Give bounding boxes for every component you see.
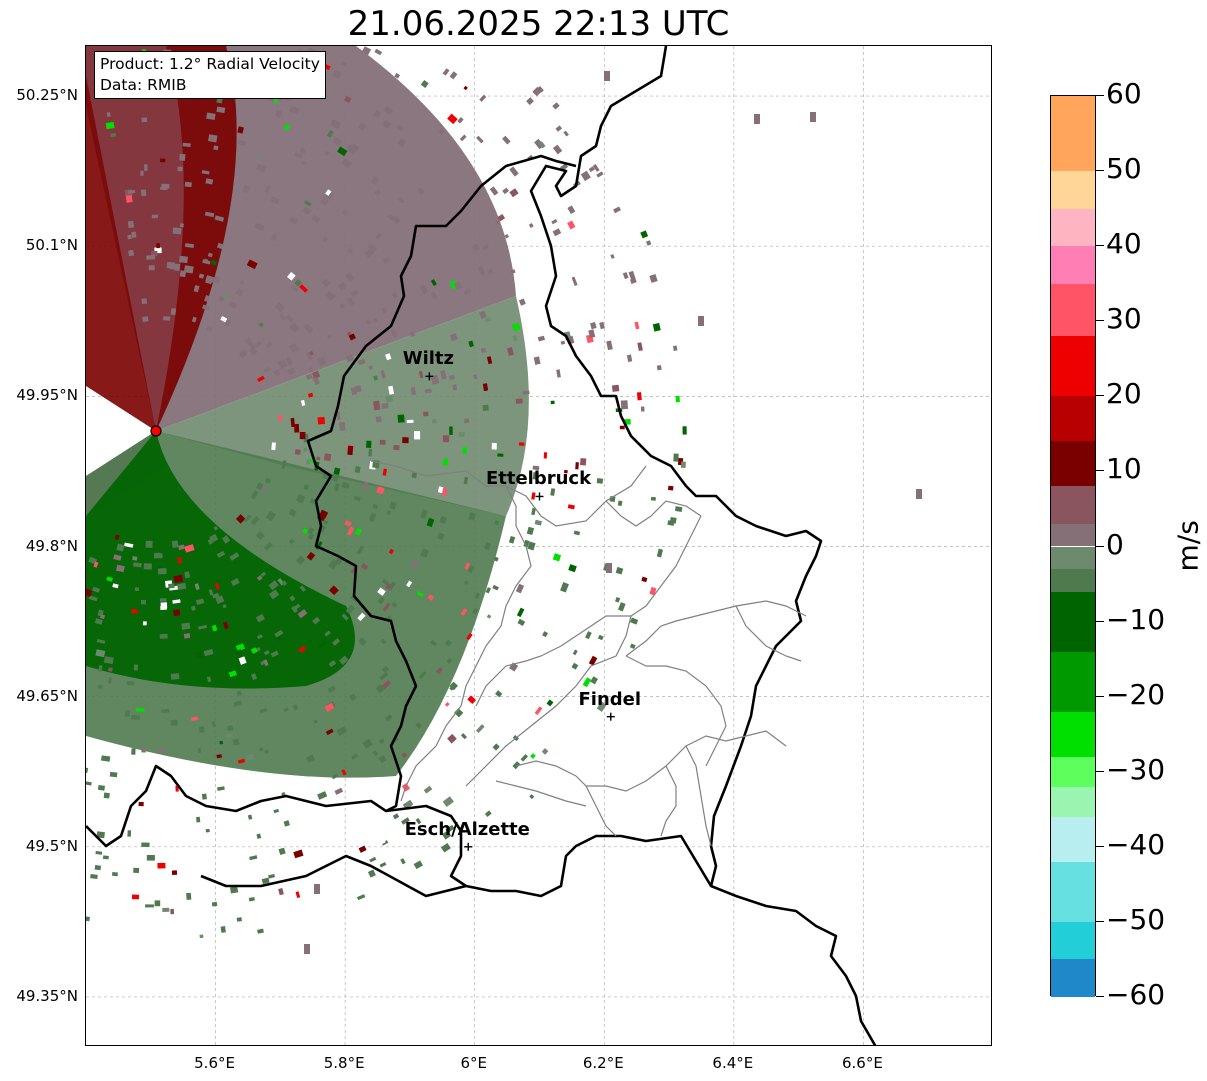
radar-map[interactable] [85,45,992,1046]
colorbar-tick-mark [1096,695,1104,697]
colorbar-tick-label: −60 [1106,978,1166,1011]
colorbar-band [1051,786,1095,817]
colorbar-tick-mark [1096,770,1104,772]
lon-tick-label: 6.2°E [582,1054,624,1072]
colorbar-unit-label: m/s [1171,520,1205,572]
city-marker [606,712,615,721]
lat-tick-label: 49.65°N [16,686,78,705]
city-label: Ettelbruck [485,468,592,490]
radar-echo-speckle [86,46,922,954]
map-canvas [86,46,991,1045]
colorbar-band [1051,756,1095,787]
colorbar-tick-label: −20 [1106,677,1166,711]
colorbar-band [1051,861,1095,922]
country-borders [86,46,877,1045]
colorbar-tick-mark [1096,395,1104,397]
colorbar-band [1051,441,1095,487]
negative-velocity-lobe [86,431,506,778]
colorbar-tick-label: −10 [1106,602,1166,636]
lat-tick-label: 49.5°N [25,836,78,855]
colorbar-band [1051,171,1095,209]
colorbar-tick-label: 30 [1106,302,1142,336]
colorbar-tick-label: 50 [1106,152,1142,186]
map-title: 21.06.2025 22:13 UTC [347,4,730,44]
colorbar-band [1051,523,1095,547]
colorbar-band [1051,546,1095,570]
colorbar-band [1051,336,1095,397]
colorbar-tick-mark [1096,95,1104,96]
colorbar-tick-mark [1096,845,1104,847]
city-marker [464,842,473,851]
colorbar-tick-label: 40 [1106,227,1142,261]
colorbar-tick-mark [1096,245,1104,247]
data-source-label: Data: RMIB [100,76,187,94]
colorbar-tick-mark [1096,170,1104,172]
city-label: Findel [578,688,642,710]
colorbar-band [1051,396,1095,442]
city-label: Wiltz [402,348,454,370]
colorbar-band [1051,651,1095,712]
colorbar-band [1051,486,1095,524]
city-marker [425,372,434,381]
colorbar-tick-mark [1096,996,1104,997]
colorbar-band [1051,959,1095,997]
radar-velocity-field [86,46,529,778]
city-label: Esch/Alzette [404,818,530,840]
colorbar-tick-label: 60 [1106,77,1142,110]
colorbar-tick-mark [1096,545,1104,547]
colorbar-band [1051,569,1095,592]
colorbar-tick-label: −40 [1106,827,1166,861]
lat-tick-label: 50.25°N [16,86,78,105]
lat-tick-label: 49.95°N [16,386,78,405]
colorbar-tick-mark [1096,320,1104,322]
colorbar-tick-mark [1096,620,1104,622]
lon-tick-label: 5.8°E [323,1054,365,1072]
product-info-box: Product: 1.2° Radial Velocity Data: RMIB [94,51,326,99]
colorbar-tick-mark [1096,470,1104,472]
colorbar-band [1051,208,1095,247]
city-markers [425,372,615,851]
lat-tick-label: 49.35°N [16,986,78,1005]
colorbar-tick-mark [1096,920,1104,922]
colorbar-band [1051,711,1095,757]
lon-tick-label: 6°E [460,1054,487,1072]
positive-velocity-lobe [86,46,516,431]
colorbar-band [1051,921,1095,960]
colorbar-band [1051,816,1095,862]
lat-tick-label: 50.1°N [25,236,78,255]
colorbar-band [1051,96,1095,172]
colorbar-tick-label: 20 [1106,377,1142,411]
district-borders [370,460,807,847]
lon-tick-label: 6.4°E [712,1054,754,1072]
colorbar-tick-label: −30 [1106,752,1166,786]
colorbar-tick-label: 0 [1106,527,1124,561]
lat-tick-label: 49.8°N [25,536,78,555]
city-marker [535,492,544,501]
colorbar-band [1051,591,1095,652]
lon-tick-label: 5.6°E [194,1054,235,1072]
colorbar-band [1051,246,1095,284]
colorbar-band [1051,283,1095,337]
velocity-colorbar [1050,95,1096,997]
lon-tick-label: 6.6°E [842,1054,883,1072]
colorbar-tick-label: −50 [1106,902,1166,936]
product-label: Product: 1.2° Radial Velocity [100,55,320,73]
colorbar-tick-label: 10 [1106,452,1142,486]
radar-site-marker [150,425,162,437]
